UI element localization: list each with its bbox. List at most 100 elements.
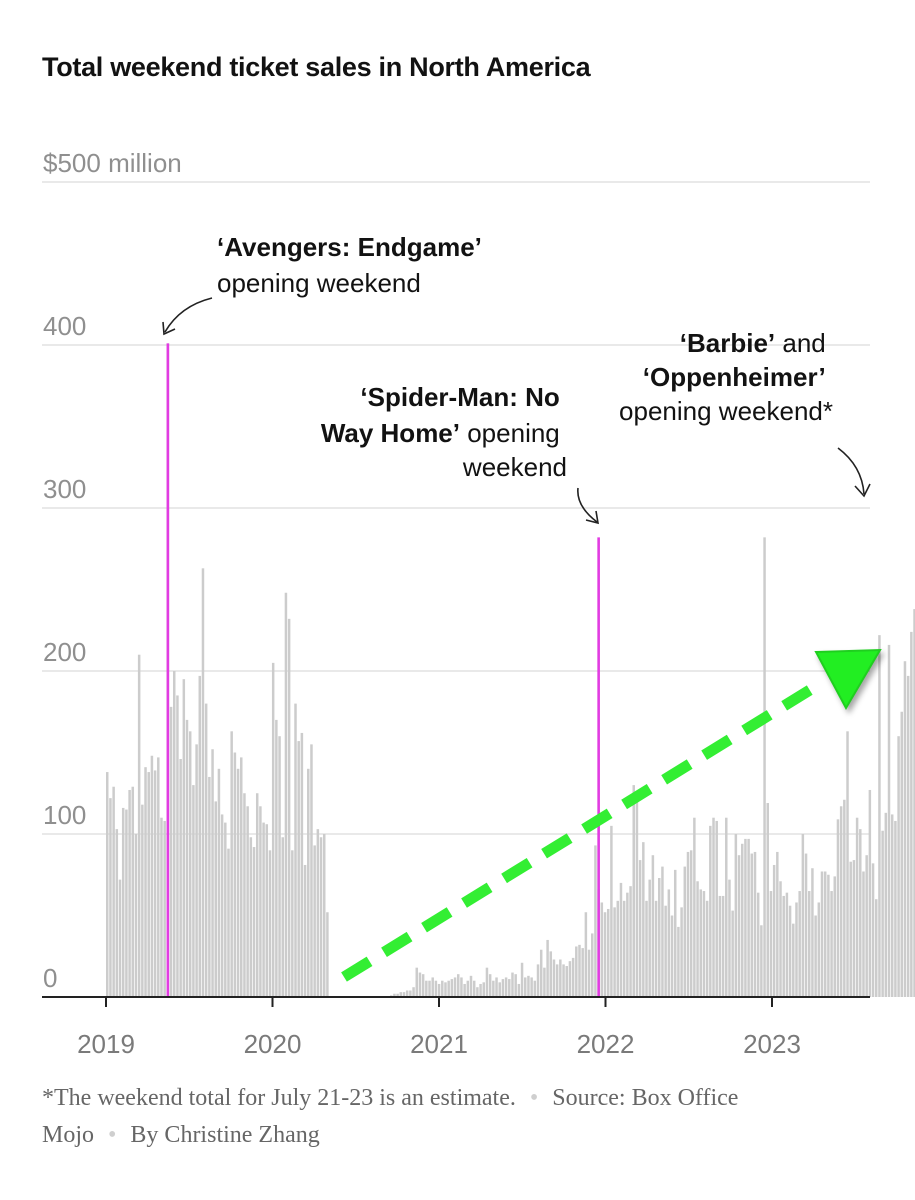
weekly-bar [910, 631, 913, 997]
y-axis-labels: 0 100 200 300 400 $500 million [43, 148, 182, 993]
weekly-bar [798, 891, 801, 997]
weekly-bar [827, 874, 830, 997]
annotation-endgame-text: opening weekend [217, 268, 421, 298]
weekly-bar [779, 881, 782, 997]
weekly-bar [463, 983, 466, 997]
weekly-bar [195, 744, 198, 997]
weekly-bar [399, 992, 403, 997]
weekly-bar [820, 871, 824, 997]
weekly-bar [233, 752, 237, 997]
weekly-bar [833, 876, 837, 997]
weekly-bar [782, 895, 785, 997]
weekly-bar [204, 703, 208, 997]
weekly-bar [284, 592, 288, 997]
weekly-bar [243, 793, 246, 997]
weekly-bar [249, 837, 253, 997]
weekly-bar [185, 719, 189, 997]
weekly-bar [466, 980, 470, 997]
weekly-bar [731, 910, 734, 997]
weekly-bar [157, 757, 160, 997]
weekly-bar [163, 820, 166, 997]
weekly-bar [871, 863, 875, 997]
weekly-bar [667, 889, 671, 997]
trend-arrow-shaft [341, 680, 821, 982]
weekly-bar [527, 975, 530, 997]
weekly-bar [313, 845, 316, 997]
weekly-bar [252, 847, 256, 997]
highlight-bars [166, 343, 600, 997]
weekly-bar [645, 900, 648, 997]
weekly-bar [897, 736, 900, 997]
weekly-bar [584, 912, 588, 997]
weekly-bar [227, 848, 230, 997]
weekly-bar [565, 966, 568, 997]
weekly-bar [412, 987, 415, 997]
weekly-bar [664, 905, 667, 997]
weekly-bar [795, 902, 798, 997]
weekly-bar [552, 959, 556, 997]
weekly-bar [740, 843, 744, 997]
annotation-spiderman-arrowhead [585, 510, 599, 525]
weekly-bar [772, 864, 776, 997]
annotation-endgame-title: ‘Avengers: Endgame’ [217, 232, 482, 262]
weekly-bar [182, 679, 186, 997]
weekly-bar [686, 851, 690, 997]
weekly-bar [629, 886, 632, 997]
weekly-bar [591, 933, 594, 997]
weekly-bar [106, 772, 109, 997]
footer: *The weekend total for July 21-23 is an … [42, 1085, 739, 1148]
weekly-bar [255, 793, 259, 997]
weekly-bar [865, 855, 868, 997]
weekly-bar [431, 977, 434, 997]
annotation-barbie-title2: ‘Oppenheimer’ [643, 362, 826, 392]
weekly-bar [240, 757, 243, 997]
weekly-bar [504, 977, 508, 997]
weekly-bar [817, 902, 821, 997]
weekly-bar [859, 829, 862, 997]
weekly-bar [776, 851, 779, 997]
weekly-bar [524, 977, 527, 997]
weekly-bar [131, 786, 135, 997]
weekly-bar [402, 992, 406, 997]
weekly-bar [444, 982, 447, 997]
annotation-barbie: ‘Barbie’ and ‘Oppenheimer’ opening weeke… [619, 328, 833, 426]
weekly-bar [281, 837, 284, 997]
weekly-bar [814, 915, 817, 997]
weekly-bar [549, 951, 553, 997]
weekly-bar [587, 949, 591, 997]
weekly-bar [192, 785, 195, 997]
weekly-bar [862, 871, 865, 997]
weekly-bar [559, 959, 562, 997]
weekly-bar [291, 850, 294, 997]
weekly-bar [594, 845, 597, 997]
weekly-bar [326, 912, 329, 997]
weekly-bar [913, 609, 915, 997]
weekly-bar [307, 768, 310, 997]
weekly-bar [437, 983, 441, 997]
weekly-bar [511, 972, 514, 997]
weekly-bar [265, 824, 269, 997]
weekly-bar [606, 908, 610, 997]
weekly-bar [811, 868, 814, 997]
weekly-bar [661, 866, 664, 997]
y-tick-label: 400 [43, 311, 86, 341]
weekly-bars [106, 343, 915, 997]
weekly-bar [453, 977, 457, 997]
weekly-bar [823, 871, 827, 997]
weekly-bar [906, 675, 910, 997]
weekly-bar [173, 671, 176, 997]
weekly-bar [492, 980, 495, 997]
weekly-bar [718, 895, 722, 997]
weekly-bar [642, 842, 645, 997]
weekly-bar [236, 768, 240, 997]
weekly-bar [520, 962, 524, 997]
weekly-bar [568, 961, 572, 997]
weekly-bar [693, 817, 696, 997]
weekly-bar [788, 905, 792, 997]
weekly-bar [418, 972, 422, 997]
weekly-bar [753, 851, 757, 997]
weekly-bar [846, 731, 849, 997]
weekly-bar [543, 967, 546, 997]
weekly-bar [756, 892, 760, 997]
weekly-bar [530, 977, 533, 997]
